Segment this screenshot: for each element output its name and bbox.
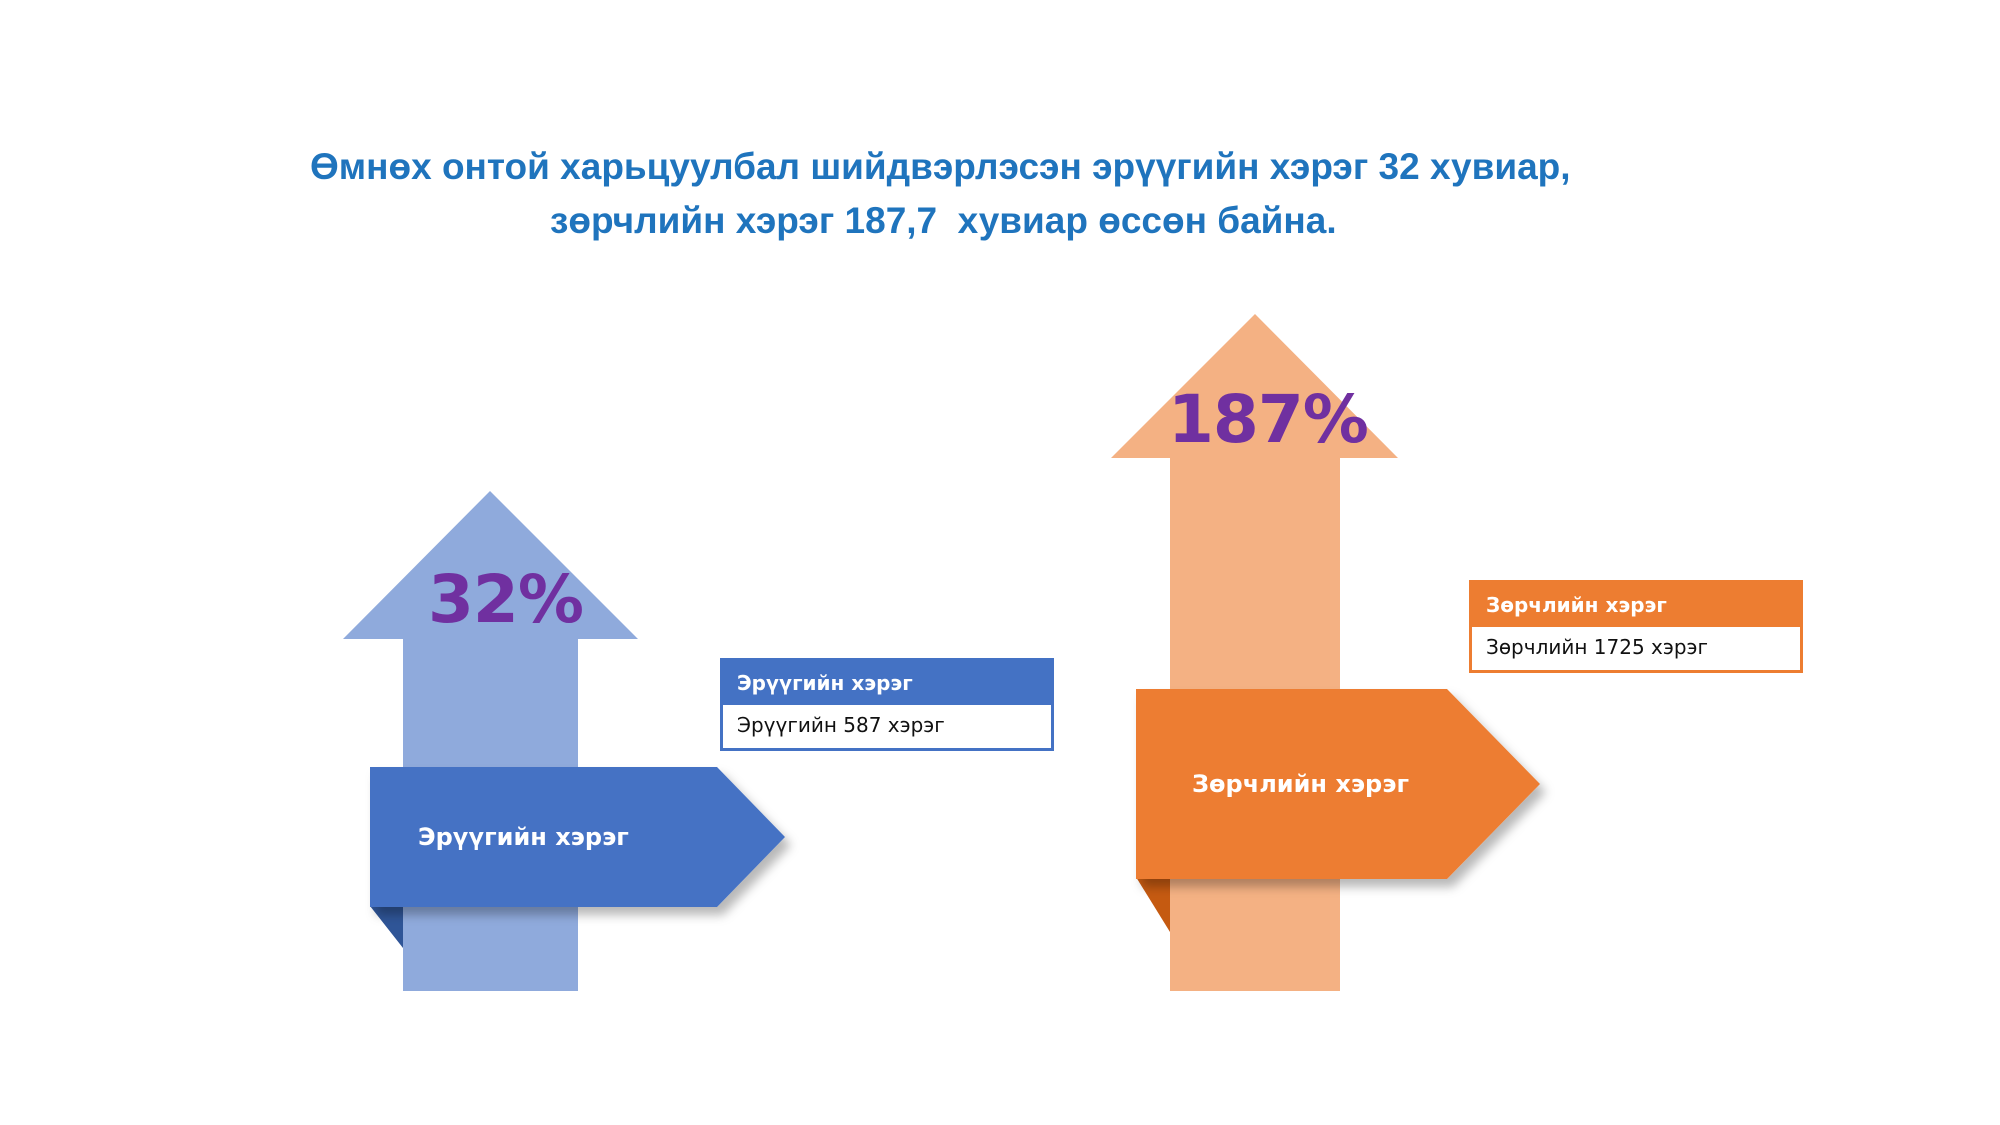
criminal-percent-label: 32% [428,561,584,638]
violation-ribbon-fold [1136,877,1170,932]
violation-info-box: Зөрчлийн хэрэг Зөрчлийн 1725 хэрэг [1469,580,1803,673]
violation-ribbon-label: Зөрчлийн хэрэг [1192,770,1409,798]
violation-info-box-title: Зөрчлийн хэрэг [1472,583,1800,627]
violation-info-box-text: Зөрчлийн 1725 хэрэг [1486,635,1709,659]
criminal-info-box: Эрүүгийн хэрэг Эрүүгийн 587 хэрэг [720,658,1054,751]
headline-line-1: Өмнөх онтой харьцуулбал шийдвэрлэсэн эрү… [310,146,1571,187]
criminal-info-box-text: Эрүүгийн 587 хэрэг [737,713,945,737]
criminal-ribbon-label: Эрүүгийн хэрэг [418,823,629,851]
headline-line-2: зөрчлийн хэрэг 187,7 хувиар өссөн байна. [550,200,1337,241]
criminal-ribbon-fold [370,906,403,948]
criminal-ribbon-arrow [370,767,785,907]
violation-percent-label: 187% [1168,381,1369,458]
criminal-info-box-title: Эрүүгийн хэрэг [723,661,1051,705]
violation-ribbon-arrow [1136,689,1540,879]
